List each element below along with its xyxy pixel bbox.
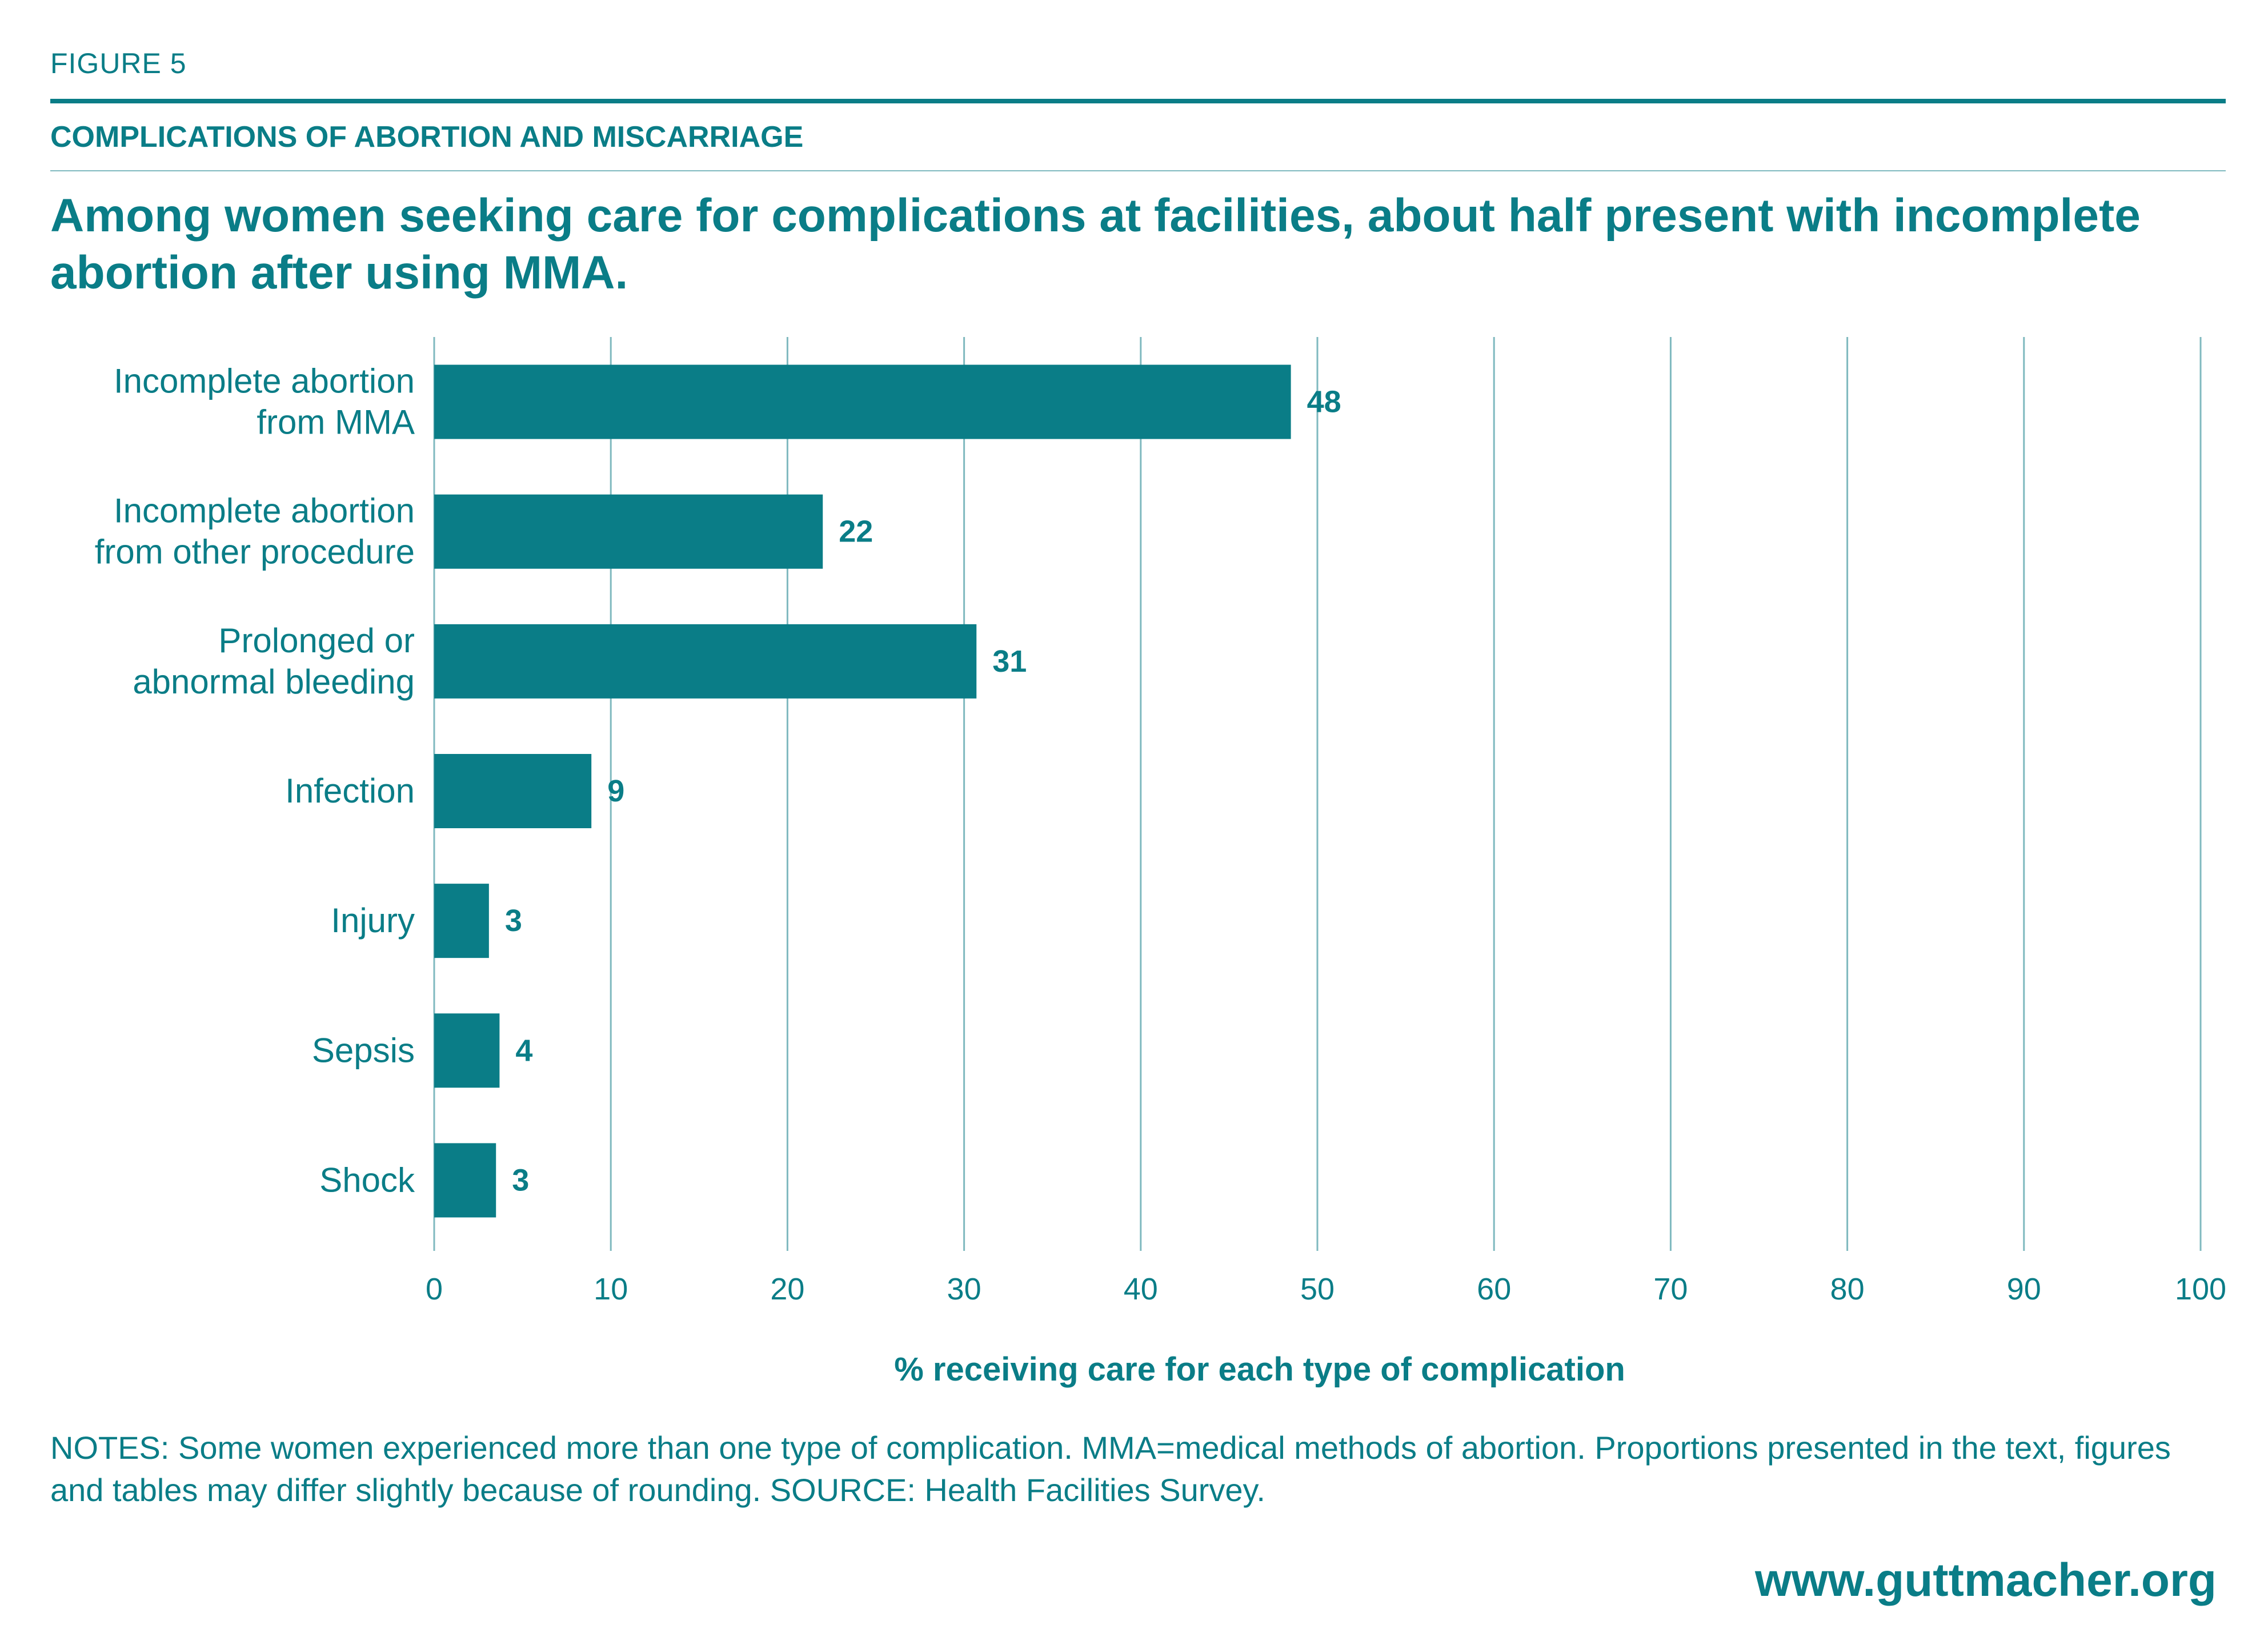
bar (434, 364, 1291, 439)
x-tick-label: 70 (1653, 1272, 1688, 1306)
bars: 48 22 31 9 3 4 3 (434, 364, 1341, 1218)
figure-label: FIGURE 5 (50, 47, 187, 79)
bar (434, 1143, 496, 1218)
bar (434, 1013, 500, 1088)
bar (434, 754, 592, 828)
x-axis-label: % receiving care for each type of compli… (894, 1351, 1625, 1388)
x-tick-label: 10 (594, 1272, 628, 1306)
category-labels: Incomplete abortion from MMA Incomplete ab… (95, 362, 415, 1199)
bar (434, 884, 489, 958)
bar (434, 624, 977, 699)
x-tick-label: 90 (2007, 1272, 2041, 1306)
category-label: Incomplete abortion from MMA (114, 362, 415, 442)
data-label: 3 (512, 1163, 529, 1197)
x-tick-label: 20 (770, 1272, 804, 1306)
category-label: Prolonged or abnormal bleeding (133, 621, 415, 701)
chart-notes: NOTES: Some women experienced more than … (50, 1430, 2171, 1508)
data-label: 3 (505, 904, 522, 938)
header-rule (50, 99, 2226, 103)
category-label: Infection (285, 772, 415, 810)
chart-title: Among women seeking care for complicatio… (50, 190, 2141, 299)
x-tick-label: 0 (426, 1272, 443, 1306)
category-label: Sepsis (312, 1031, 415, 1069)
x-tick-label: 30 (947, 1272, 981, 1306)
website-link[interactable]: www.guttmacher.org (1755, 1554, 2217, 1606)
x-tick-label: 40 (1124, 1272, 1158, 1306)
chart-kicker: COMPLICATIONS OF ABORTION AND MISCARRIAG… (50, 121, 804, 154)
category-label: Shock (319, 1161, 415, 1199)
category-label: Injury (331, 901, 415, 940)
data-label: 9 (607, 774, 624, 808)
data-label: 4 (515, 1033, 532, 1068)
data-label: 31 (992, 644, 1027, 679)
bar (434, 494, 823, 569)
gridlines (433, 337, 2202, 1251)
x-tick-label: 80 (1830, 1272, 1865, 1306)
kicker-rule (50, 170, 2226, 171)
data-label: 48 (1307, 385, 1341, 419)
category-label: Incomplete abortion from other procedure (95, 492, 415, 571)
x-tick-label: 100 (2175, 1272, 2226, 1306)
x-tick-label: 50 (1300, 1272, 1335, 1306)
x-tick-labels: 0 10 20 30 40 50 60 70 80 90 100 (426, 1272, 2226, 1306)
x-tick-label: 60 (1477, 1272, 1511, 1306)
data-label: 22 (839, 515, 873, 549)
